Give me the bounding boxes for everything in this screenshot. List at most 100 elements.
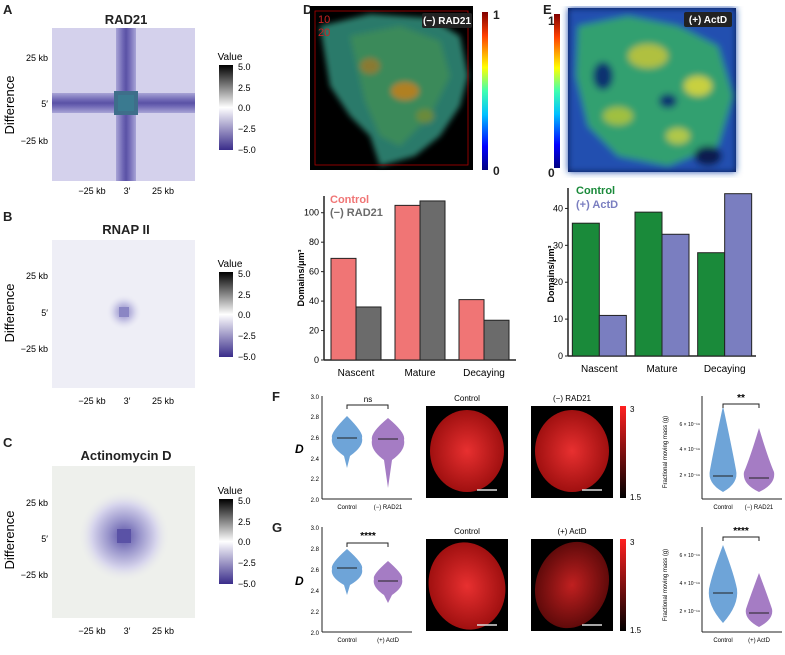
panel-letter-e: E	[543, 2, 552, 17]
violin-g-d-label: D	[295, 574, 304, 588]
heatmap-c-ytick-3: −25 kb	[21, 570, 48, 580]
panel-g-scale-bottom: 1.5	[630, 626, 642, 635]
heatmap-b-xtick-2: 3′	[124, 396, 131, 406]
bar-chart-e-bar	[697, 252, 726, 357]
violin-f-right: Fractional moving mass (g) 6 × 10⁻¹⁹ 4 ×…	[663, 393, 782, 511]
bar-chart-e-xtick-label: Nascent	[581, 364, 618, 375]
panel-e-colorbar-top: 1	[548, 14, 555, 28]
heatmap-c-cbtick-5: −5.0	[238, 579, 256, 589]
panel-d-colorbar-top: 1	[493, 8, 500, 22]
heatmap-b-xtick-3: 25 kb	[152, 396, 174, 406]
violin-f-right-ytick-1: 4 × 10⁻¹⁹	[680, 447, 701, 453]
heatmap-c-cbtick-3: 0.0	[238, 537, 251, 547]
panel-g-img-label-1: (+) ActD	[557, 527, 586, 536]
panel-letter-f: F	[272, 389, 280, 404]
heatmap-a-cbtick-4: −2.5	[238, 124, 256, 134]
bar-chart-d-ytick-label: 60	[309, 267, 319, 277]
bar-chart-e-legend-control: Control	[576, 185, 615, 197]
violin-g-ytick-5: 3.0	[311, 526, 320, 532]
violin-g-control	[331, 549, 363, 595]
violin-g-ytick-2: 2.4	[311, 589, 320, 595]
violin-g-right-ylabel: Fractional moving mass (g)	[663, 549, 669, 621]
heatmap-a-title: RAD21	[105, 12, 148, 27]
panel-d-image: 10 20 (−) RAD21 1 0	[310, 6, 500, 178]
violin-f-xlabel-0: Control	[337, 505, 356, 511]
panel-g: 2.0 2.2 2.4 2.6 2.8 3.0 D **** Control (…	[295, 526, 782, 644]
panel-f-img-label-0: Control	[454, 394, 480, 403]
panel-f: 2.0 2.2 2.4 2.6 2.8 3.0 D ns Control (−)…	[295, 393, 782, 511]
violin-f-ytick-5: 3.0	[311, 395, 320, 401]
panel-letter-d: D	[303, 2, 313, 17]
bar-chart-e-ytick-label: 10	[553, 314, 563, 324]
bar-chart-d: Domains/μm³ Control (−) RAD21 0 20 40 60 80 1…	[296, 194, 516, 379]
violin-g-ytick-1: 2.2	[311, 610, 320, 616]
heatmap-a	[52, 28, 195, 181]
bar-chart-d-legend-control: Control	[330, 194, 369, 206]
bar-chart-e-bar	[571, 222, 600, 357]
panel-letter-c: C	[3, 435, 13, 450]
violin-f-right-xlabel-0: Control	[713, 505, 732, 511]
heatmap-b-title: RNAP II	[102, 222, 149, 237]
violin-f-right-ylabel: Fractional moving mass (g)	[663, 416, 669, 488]
violin-f-ytick-0: 2.0	[311, 498, 320, 504]
heatmap-c-title: Actinomycin D	[80, 448, 171, 463]
bar-chart-d-ylabel: Domains/μm³	[296, 249, 306, 306]
panel-e-colorbar	[554, 14, 560, 168]
heatmap-b-cbtick-4: −2.5	[238, 331, 256, 341]
bar-chart-d-bar	[419, 200, 446, 361]
heatmap-a-xtick-3: 25 kb	[152, 186, 174, 196]
bar-chart-e-ytick-label: 30	[553, 240, 563, 250]
violin-g-right-sig: ****	[733, 526, 749, 537]
bar-chart-d-ytick-label: 0	[314, 355, 319, 365]
violin-g-actd	[373, 561, 403, 603]
bar-chart-d-ytick-label: 40	[309, 296, 319, 306]
violin-f-right-ytick-0: 6 × 10⁻¹⁹	[680, 422, 701, 428]
heatmap-c-colorbar-title: Value	[218, 486, 243, 497]
heatmap-a-ylabel: Difference	[2, 75, 17, 134]
heatmap-b-cbtick-3: 0.0	[238, 310, 251, 320]
violin-f-rad21	[371, 418, 405, 488]
bar-chart-e-bar	[661, 233, 690, 357]
violin-f-d-label: D	[295, 442, 304, 456]
violin-g-right-xlabel-1: (+) ActD	[748, 638, 771, 644]
heatmap-c-xtick-3: 25 kb	[152, 626, 174, 636]
bar-chart-d-xtick-label: Mature	[404, 368, 436, 379]
violin-f-right-control	[709, 406, 737, 492]
panel-f-scale-top: 3	[630, 405, 635, 414]
panel-letter-b: B	[3, 209, 13, 224]
violin-f-right-xlabel-1: (−) RAD21	[745, 505, 774, 511]
violin-g-ytick-3: 2.6	[311, 568, 320, 574]
violin-g-xlabel-1: (+) ActD	[377, 638, 400, 644]
heatmap-b-cbtick-1: 5.0	[238, 269, 251, 279]
violin-g-left: 2.0 2.2 2.4 2.6 2.8 3.0 D **** Control (…	[295, 526, 412, 644]
bar-chart-e-ytick-label: 20	[553, 277, 563, 287]
heatmap-b-ylabel: Difference	[2, 283, 17, 342]
heatmap-c-cbtick-2: 2.5	[238, 517, 251, 527]
panel-g-scale-top: 3	[630, 538, 635, 547]
heatmap-c-ytick-1: 25 kb	[26, 498, 48, 508]
panel-d-image-label: (−) RAD21	[423, 16, 472, 27]
heatmap-a-cbtick-1: 5.0	[238, 62, 251, 72]
bar-chart-e-bar	[598, 314, 627, 357]
bar-chart-d-bar	[355, 306, 382, 361]
heatmap-a-ytick-1: 25 kb	[26, 53, 48, 63]
bar-chart-e-legend-actd: (+) ActD	[576, 199, 618, 211]
panel-e-image: 1 0 (+) ActD	[548, 8, 736, 178]
violin-g-ytick-4: 2.8	[311, 547, 320, 553]
heatmap-a-colorbar	[219, 65, 233, 150]
bar-chart-d-bar	[330, 257, 357, 361]
panel-g-img-label-0: Control	[454, 527, 480, 536]
heatmap-b-cbtick-2: 2.5	[238, 290, 251, 300]
violin-g-right-xlabel-0: Control	[713, 638, 732, 644]
bar-chart-d-xtick-label: Decaying	[463, 368, 505, 379]
panel-e-colorbar-bottom: 0	[548, 166, 555, 178]
violin-g-xlabel-0: Control	[337, 638, 356, 644]
bar-chart-d-ytick-label: 80	[309, 237, 319, 247]
violin-f-xlabel-1: (−) RAD21	[374, 505, 403, 511]
violin-f-control	[331, 416, 363, 468]
bar-chart-e-ytick-label: 0	[558, 351, 563, 361]
violin-g-right-control	[708, 545, 738, 623]
heatmap-c-ylabel: Difference	[2, 510, 17, 569]
violin-g-right-ytick-1: 4 × 10⁻¹⁹	[680, 581, 701, 587]
violin-f-ytick-1: 2.2	[311, 477, 320, 483]
